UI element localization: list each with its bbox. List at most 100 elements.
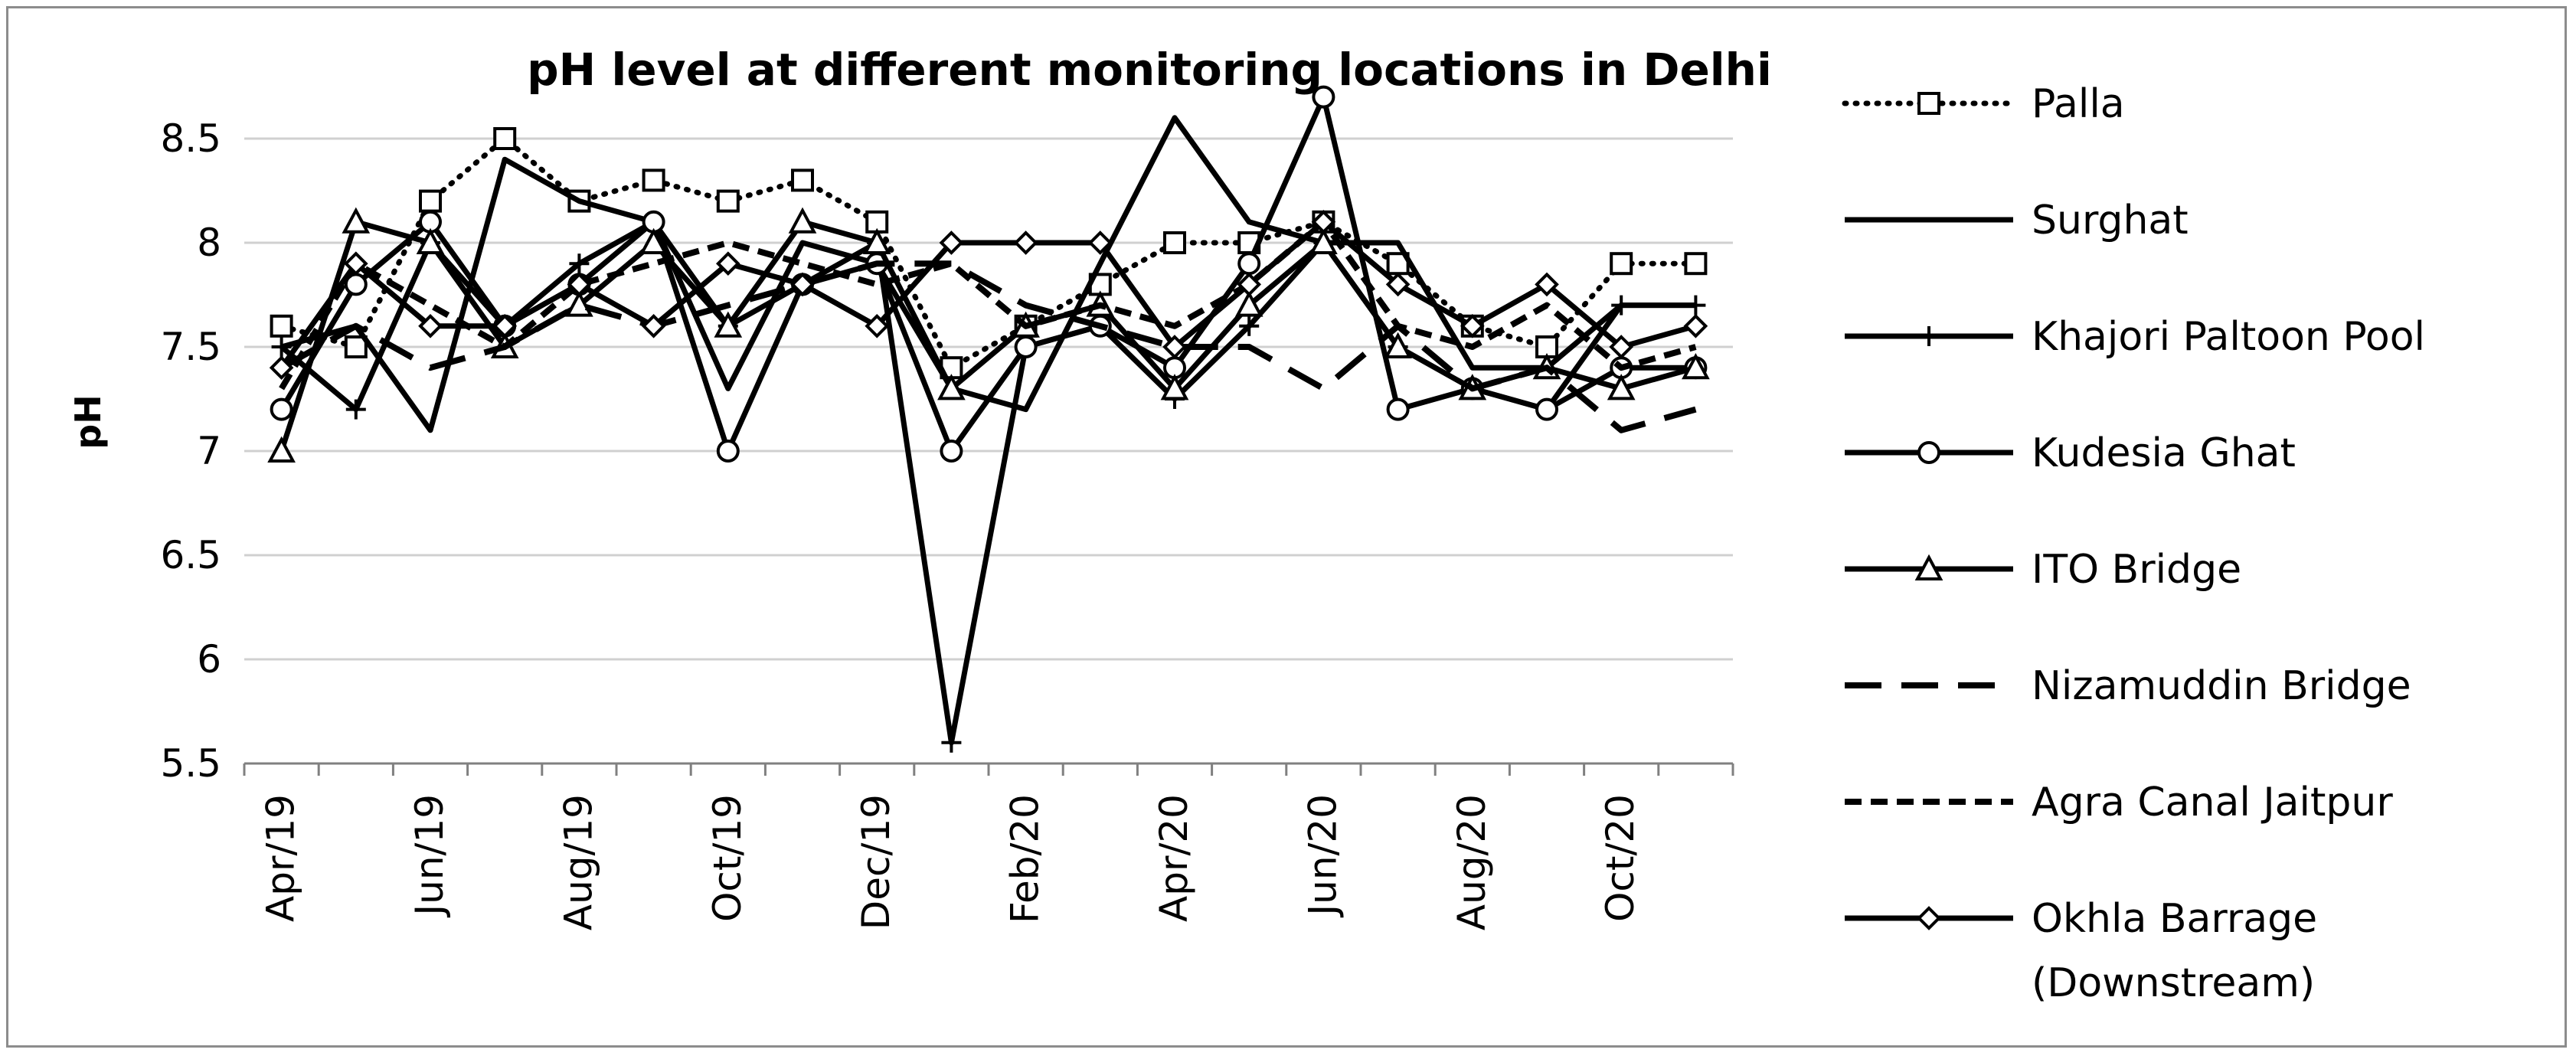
triangle-marker xyxy=(1914,554,1943,580)
diamond-marker xyxy=(1162,335,1187,359)
diamond-marker xyxy=(1237,272,1262,297)
legend-entry: Okhla Barrage (Downstream) xyxy=(1845,896,2317,1006)
legend-entry: Nizamuddin Bridge xyxy=(1845,663,2411,709)
triangle-marker xyxy=(1234,290,1263,317)
diamond-marker xyxy=(1013,230,1038,255)
series-line xyxy=(279,136,1698,371)
circle-marker xyxy=(270,397,293,421)
y-tick-label: 8 xyxy=(197,221,221,265)
diamond-marker xyxy=(1917,906,1941,930)
triangle-marker xyxy=(342,207,371,234)
series-agra-canal-jaitpur xyxy=(279,218,1697,391)
y-tick-label: 5.5 xyxy=(160,741,221,786)
diamond-marker xyxy=(1460,313,1485,338)
series-okhla-barrage-downstream- xyxy=(269,209,1708,381)
diamond-marker xyxy=(1311,209,1336,234)
y-tick-label: 8.5 xyxy=(160,116,221,161)
chart-title: pH level at different monitoring locatio… xyxy=(527,44,1772,96)
circle-marker xyxy=(1917,441,1940,464)
square-marker xyxy=(1610,252,1633,276)
series-palla xyxy=(270,127,1708,380)
legend-label: Okhla Barrage xyxy=(2032,896,2317,942)
diamond-marker xyxy=(269,355,294,381)
circle-marker xyxy=(1312,85,1335,109)
diamond-marker xyxy=(641,313,666,338)
y-tick-label: 6 xyxy=(197,637,221,682)
diamond-marker xyxy=(492,313,518,338)
triangle-marker xyxy=(1682,352,1710,380)
series-line xyxy=(279,218,1697,391)
square-marker xyxy=(344,335,368,358)
x-tick-label: Jun/19 xyxy=(407,794,452,918)
square-marker xyxy=(791,168,814,192)
x-tick-label: Oct/19 xyxy=(705,794,750,922)
circle-marker xyxy=(1535,397,1558,421)
x-tick-label: Feb/20 xyxy=(1003,794,1048,924)
square-marker xyxy=(1163,231,1186,254)
diamond-marker xyxy=(1535,272,1559,297)
triangle-marker xyxy=(937,374,966,400)
legend-entry: Kudesia Ghat xyxy=(1845,430,2296,476)
diamond-marker xyxy=(343,251,368,276)
triangle-marker xyxy=(714,311,743,338)
legend-label: Nizamuddin Bridge xyxy=(2032,663,2411,709)
square-marker xyxy=(642,168,665,192)
legend-entry: ITO Bridge xyxy=(1845,547,2241,593)
x-tick-label: Oct/20 xyxy=(1598,794,1643,922)
diamond-marker xyxy=(715,251,740,276)
y-axis-title: pH xyxy=(67,394,109,449)
x-tick-label: Aug/20 xyxy=(1450,794,1494,930)
diamond-marker xyxy=(1683,313,1708,338)
square-marker xyxy=(1917,92,1940,115)
series-kudesia-ghat xyxy=(270,85,1708,463)
diamond-marker xyxy=(939,230,964,255)
circle-marker xyxy=(940,440,963,463)
legend-entry: Agra Canal Jaitpur xyxy=(1845,780,2393,826)
triangle-marker xyxy=(416,227,445,254)
square-marker xyxy=(419,189,442,213)
x-tick-label: Aug/19 xyxy=(556,794,600,930)
diamond-marker xyxy=(1087,230,1113,255)
line-chart: 5.5 6 6.5 7 7.5 8 8.5 Apr/19 Jun/19 Aug/19 Oct/19 D… xyxy=(67,44,2425,1006)
diamond-marker xyxy=(865,313,890,338)
diamond-marker xyxy=(418,313,443,338)
triangle-marker xyxy=(1309,227,1338,254)
series-lines xyxy=(267,85,1710,753)
circle-marker xyxy=(1014,335,1038,358)
series-line xyxy=(280,219,1696,746)
y-tick-label: 6.5 xyxy=(160,533,221,577)
legend-entry: Surghat xyxy=(1845,198,2189,244)
triangle-marker xyxy=(788,207,817,234)
x-tick-label: Apr/20 xyxy=(1152,794,1196,922)
triangle-marker xyxy=(565,290,593,317)
legend-label: Agra Canal Jaitpur xyxy=(2032,780,2393,826)
series-nizamuddin-bridge xyxy=(280,260,1697,433)
diamond-marker xyxy=(790,272,815,297)
square-marker xyxy=(716,189,740,213)
legend: Palla Surghat Khajori Paltoon Pool Kudesia … xyxy=(1842,81,2425,1006)
diamond-marker xyxy=(1609,335,1634,359)
y-tick-label: 7 xyxy=(197,429,221,473)
x-tick-label: Jun/20 xyxy=(1300,794,1345,918)
legend-entry: Khajori Paltoon Pool xyxy=(1845,314,2425,360)
legend-label: Palla xyxy=(2032,81,2125,127)
chart-frame: 5.5 6 6.5 7 7.5 8 8.5 Apr/19 Jun/19 Aug/19 Oct/19 D… xyxy=(6,6,2567,1048)
x-tick-label: Dec/19 xyxy=(854,794,898,930)
x-tick-label: Apr/19 xyxy=(259,794,303,922)
triangle-marker xyxy=(1607,374,1636,400)
axes xyxy=(243,762,1734,776)
circle-marker xyxy=(716,440,740,463)
series-line xyxy=(280,260,1697,433)
series-line xyxy=(279,219,1697,370)
square-marker xyxy=(270,314,293,338)
square-marker xyxy=(493,127,517,150)
legend-label: Surghat xyxy=(2032,198,2189,244)
y-tick-label: 7.5 xyxy=(160,325,221,369)
circle-marker xyxy=(1386,397,1410,421)
legend-label: (Downstream) xyxy=(2032,960,2315,1006)
square-marker xyxy=(1684,252,1708,276)
triangle-marker xyxy=(267,436,296,463)
diamond-marker xyxy=(567,272,592,297)
legend-entry: Palla xyxy=(1842,81,2125,127)
legend-label: Khajori Paltoon Pool xyxy=(2032,314,2425,360)
